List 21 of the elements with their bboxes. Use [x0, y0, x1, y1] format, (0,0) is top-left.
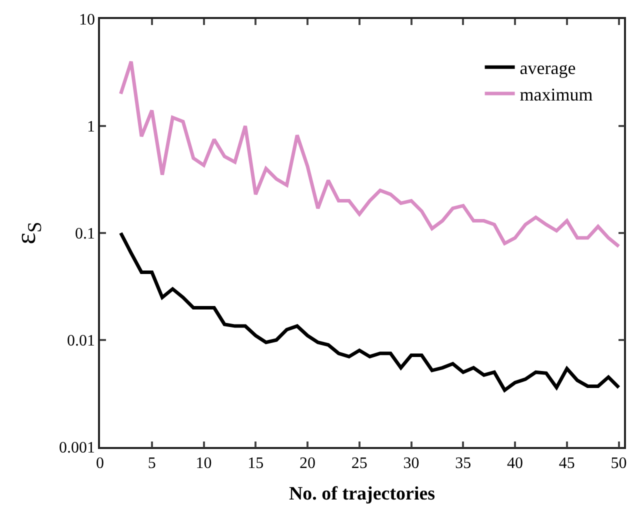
legend-label: maximum [520, 84, 593, 105]
x-tick-label: 10 [196, 454, 212, 472]
y-tick-label: 10 [79, 12, 96, 29]
x-tick-label: 15 [248, 454, 264, 472]
y-tick-label: 0.1 [75, 226, 96, 243]
line-series [119, 231, 621, 392]
x-tick-label: 35 [455, 454, 472, 472]
y-tick-label: 0.01 [67, 332, 96, 350]
x-tick-label: 0 [96, 454, 104, 472]
y-tick-label: 1 [87, 118, 96, 136]
x-tick-label: 5 [148, 454, 156, 472]
legend-label: average [520, 58, 576, 78]
x-tick-label: 45 [558, 454, 575, 472]
y-tick-label: 0.001 [59, 440, 96, 457]
x-tick-label: 25 [351, 454, 368, 472]
x-tick-label: 20 [300, 454, 316, 472]
x-tick-label: 40 [507, 454, 524, 472]
x-tick-label: 30 [403, 454, 420, 472]
x-axis-title: No. of trajectories [288, 483, 436, 504]
line-series [119, 60, 621, 248]
x-tick-label: 50 [610, 454, 627, 472]
